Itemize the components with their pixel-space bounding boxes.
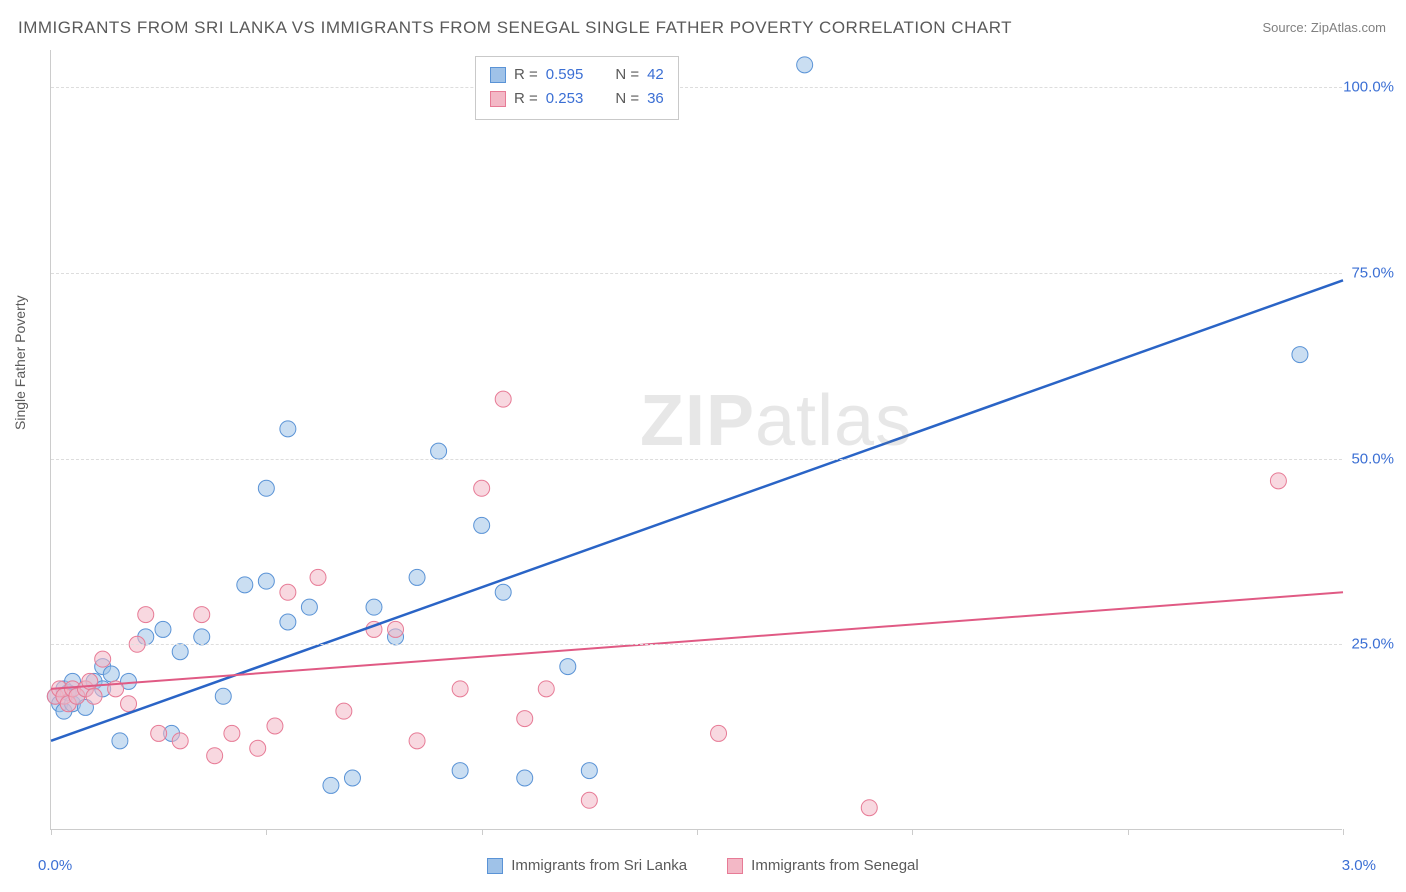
- legend-swatch-icon: [487, 858, 503, 874]
- legend-swatch-icon: [727, 858, 743, 874]
- data-point: [323, 777, 339, 793]
- r-value: 0.595: [546, 63, 584, 87]
- data-point: [258, 480, 274, 496]
- data-point: [409, 733, 425, 749]
- data-point: [224, 725, 240, 741]
- data-point: [172, 733, 188, 749]
- data-point: [250, 740, 266, 756]
- legend-swatch-icon: [490, 91, 506, 107]
- data-point: [172, 644, 188, 660]
- data-point: [280, 421, 296, 437]
- x-tick: [1343, 829, 1344, 835]
- data-point: [121, 696, 137, 712]
- source-label: Source: ZipAtlas.com: [1262, 20, 1386, 35]
- gridline: [51, 459, 1342, 460]
- data-point: [474, 480, 490, 496]
- x-tick-label: 0.0%: [38, 857, 72, 874]
- data-point: [431, 443, 447, 459]
- data-point: [344, 770, 360, 786]
- n-value: 36: [647, 87, 664, 111]
- data-point: [711, 725, 727, 741]
- data-point: [388, 621, 404, 637]
- data-point: [207, 748, 223, 764]
- data-point: [474, 517, 490, 533]
- x-tick-label: 3.0%: [1342, 857, 1376, 874]
- legend-item: Immigrants from Senegal: [727, 857, 919, 874]
- data-point: [138, 607, 154, 623]
- y-tick-label: 75.0%: [1351, 264, 1394, 281]
- data-point: [267, 718, 283, 734]
- data-point: [495, 391, 511, 407]
- x-tick: [482, 829, 483, 835]
- x-tick: [266, 829, 267, 835]
- data-point: [336, 703, 352, 719]
- data-point: [409, 569, 425, 585]
- chart-plot-area: [50, 50, 1342, 830]
- data-point: [310, 569, 326, 585]
- data-point: [301, 599, 317, 615]
- data-point: [155, 621, 171, 637]
- data-point: [366, 599, 382, 615]
- r-label: R =: [514, 87, 538, 111]
- gridline: [51, 87, 1342, 88]
- n-label: N =: [615, 63, 639, 87]
- data-point: [194, 607, 210, 623]
- r-value: 0.253: [546, 87, 584, 111]
- data-point: [151, 725, 167, 741]
- data-point: [280, 584, 296, 600]
- n-label: N =: [615, 87, 639, 111]
- x-tick: [1128, 829, 1129, 835]
- data-point: [258, 573, 274, 589]
- legend-swatch-icon: [490, 67, 506, 83]
- y-axis-label: Single Father Poverty: [12, 295, 28, 430]
- data-point: [1292, 347, 1308, 363]
- data-point: [452, 763, 468, 779]
- data-point: [452, 681, 468, 697]
- data-point: [95, 651, 111, 667]
- r-label: R =: [514, 63, 538, 87]
- data-point: [194, 629, 210, 645]
- legend-label: Immigrants from Senegal: [751, 857, 919, 874]
- chart-title: IMMIGRANTS FROM SRI LANKA VS IMMIGRANTS …: [18, 18, 1012, 38]
- data-point: [517, 770, 533, 786]
- data-point: [215, 688, 231, 704]
- y-tick-label: 25.0%: [1351, 636, 1394, 653]
- data-point: [495, 584, 511, 600]
- data-point: [861, 800, 877, 816]
- gridline: [51, 273, 1342, 274]
- data-point: [581, 792, 597, 808]
- data-point: [103, 666, 119, 682]
- scatter-plot-svg: [51, 50, 1342, 829]
- data-point: [538, 681, 554, 697]
- data-point: [1270, 473, 1286, 489]
- bottom-legend: Immigrants from Sri Lanka Immigrants from…: [0, 857, 1406, 874]
- trend-line: [51, 280, 1343, 741]
- data-point: [86, 688, 102, 704]
- data-point: [797, 57, 813, 73]
- data-point: [112, 733, 128, 749]
- stat-row: R = 0.595 N = 42: [490, 63, 664, 87]
- stat-row: R = 0.253 N = 36: [490, 87, 664, 111]
- n-value: 42: [647, 63, 664, 87]
- legend-label: Immigrants from Sri Lanka: [511, 857, 687, 874]
- correlation-stats-box: R = 0.595 N = 42 R = 0.253 N = 36: [475, 56, 679, 120]
- x-tick: [697, 829, 698, 835]
- trend-line: [51, 592, 1343, 689]
- legend-item: Immigrants from Sri Lanka: [487, 857, 687, 874]
- data-point: [517, 711, 533, 727]
- data-point: [560, 659, 576, 675]
- data-point: [280, 614, 296, 630]
- data-point: [237, 577, 253, 593]
- y-tick-label: 100.0%: [1343, 79, 1394, 96]
- x-tick: [912, 829, 913, 835]
- gridline: [51, 644, 1342, 645]
- data-point: [581, 763, 597, 779]
- x-tick: [51, 829, 52, 835]
- y-tick-label: 50.0%: [1351, 450, 1394, 467]
